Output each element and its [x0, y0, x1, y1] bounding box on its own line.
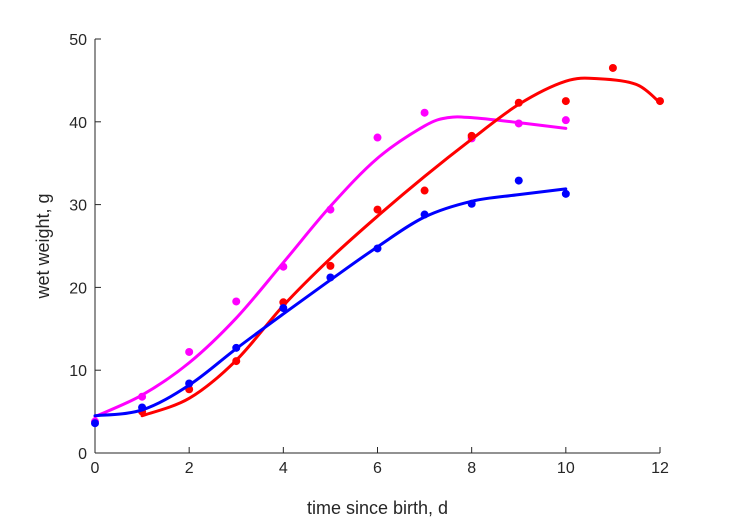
y-tick-label: 50: [69, 32, 87, 49]
data-point: [561, 189, 570, 198]
data-point: [514, 119, 523, 128]
y-axis-ticks: 0 10 20 30 40 50: [69, 32, 101, 463]
series-group: [91, 176, 570, 428]
data-point: [91, 419, 99, 428]
y-tick-label: 40: [69, 115, 87, 132]
data-point: [326, 273, 335, 282]
y-tick-label: 30: [69, 198, 87, 215]
y-tick-label: 10: [69, 363, 87, 380]
data-point: [232, 297, 241, 306]
data-point: [279, 262, 288, 271]
data-point: [373, 205, 382, 214]
data-point: [420, 210, 429, 219]
x-tick-label: 6: [373, 460, 382, 477]
data-point: [420, 108, 429, 117]
x-axis-title: time since birth, d: [307, 498, 448, 518]
data-point: [561, 97, 570, 106]
series-fit-line: [93, 115, 568, 419]
data-point: [373, 133, 382, 142]
data-point: [561, 116, 570, 125]
series-group: [138, 63, 664, 418]
x-tick-label: 4: [279, 460, 288, 477]
data-point: [467, 199, 476, 208]
data-point: [514, 176, 523, 185]
data-point: [138, 403, 147, 412]
x-tick-label: 8: [467, 460, 476, 477]
data-point: [608, 63, 617, 72]
data-point: [232, 357, 241, 366]
data-point: [185, 347, 194, 356]
data-point: [373, 244, 382, 253]
x-axis-ticks: 0 2 4 6 8 10 12: [91, 447, 669, 477]
y-axis-title: wet weight, g: [33, 193, 53, 299]
data-point: [138, 392, 147, 401]
data-point: [656, 97, 664, 106]
data-point: [326, 261, 335, 270]
x-tick-label: 12: [651, 460, 669, 477]
data-point: [185, 379, 194, 388]
data-point: [420, 186, 429, 195]
series-fit-line: [140, 76, 662, 418]
x-tick-label: 2: [185, 460, 194, 477]
data-point: [326, 205, 335, 214]
data-point: [232, 343, 241, 352]
y-tick-label: 0: [78, 446, 87, 463]
y-tick-label: 20: [69, 280, 87, 297]
x-tick-label: 10: [557, 460, 575, 477]
data-point: [467, 131, 476, 140]
x-tick-label: 0: [91, 460, 100, 477]
series-layer: [91, 63, 664, 428]
data-point: [514, 98, 523, 107]
data-point: [279, 298, 288, 307]
data-point: [279, 304, 288, 313]
